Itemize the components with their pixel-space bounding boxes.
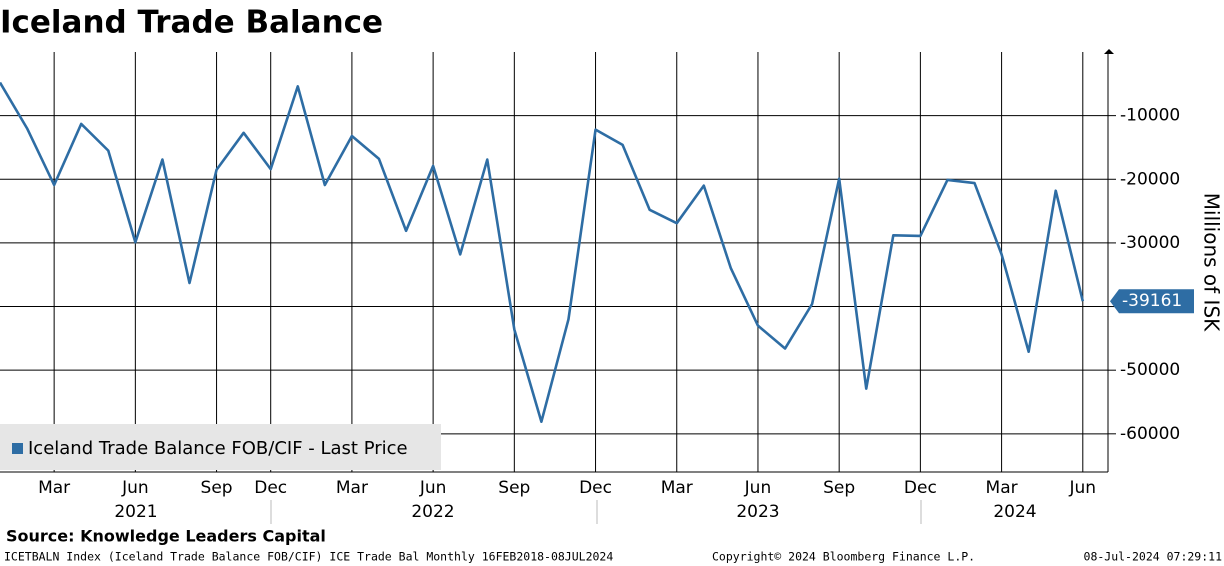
- x-tick-label: Mar: [986, 478, 1018, 498]
- legend-box: [0, 424, 441, 470]
- footer-center: Copyright© 2024 Bloomberg Finance L.P.: [712, 550, 975, 564]
- legend-label: Iceland Trade Balance FOB/CIF - Last Pri…: [28, 438, 408, 459]
- x-tick-label: Jun: [1069, 478, 1097, 498]
- x-tick-label: Mar: [336, 478, 368, 498]
- last-price-tag: [1110, 289, 1194, 314]
- footer-right: 08-Jul-2024 07:29:11: [1084, 550, 1223, 564]
- x-tick-label: Jun: [419, 478, 447, 498]
- y-tick-label: -10000: [1120, 106, 1180, 126]
- x-tick-label: Dec: [579, 478, 612, 498]
- chart-title: Iceland Trade Balance: [0, 5, 383, 41]
- y-tick-label: -50000: [1120, 360, 1180, 380]
- year-label: 2024: [993, 502, 1036, 522]
- source: Source: Knowledge Leaders Capital: [6, 527, 326, 546]
- x-tick-label: Sep: [201, 478, 233, 498]
- year-label: 2022: [411, 502, 454, 522]
- x-tick-label: Jun: [121, 478, 149, 498]
- y-tick-label: -60000: [1120, 424, 1180, 444]
- x-tick-label: Sep: [823, 478, 855, 498]
- axis-arrow: [1104, 49, 1114, 54]
- footer-left: ICETBALN Index (Iceland Trade Balance FO…: [4, 550, 613, 564]
- x-tick-label: Dec: [904, 478, 937, 498]
- legend-swatch: [12, 443, 23, 454]
- line-series: [0, 81, 1085, 424]
- x-tick-label: Mar: [38, 478, 70, 498]
- y-tick-label: -30000: [1120, 233, 1180, 253]
- x-tick-label: Mar: [661, 478, 693, 498]
- year-label: 2023: [736, 502, 779, 522]
- x-tick-label: Dec: [254, 478, 287, 498]
- x-tick-label: Jun: [744, 478, 772, 498]
- y-axis-label: Millions of ISK: [1200, 193, 1224, 332]
- x-tick-label: Sep: [498, 478, 530, 498]
- last-price-label: -39161: [1122, 291, 1182, 311]
- year-label: 2021: [114, 502, 157, 522]
- y-tick-label: -20000: [1120, 169, 1180, 189]
